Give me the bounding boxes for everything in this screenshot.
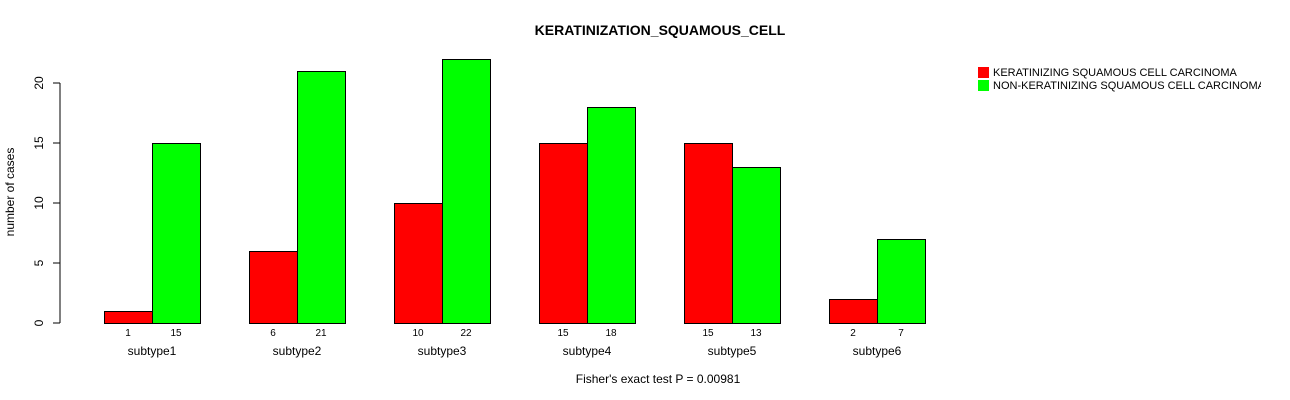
- category-label: subtype1: [128, 344, 177, 358]
- y-tick-label: 5: [32, 259, 46, 266]
- bar-subtype3-series2: [442, 59, 491, 324]
- category-labels: subtype1 subtype2 subtype3 subtype4 subtype5…: [128, 344, 902, 358]
- bar-value-label: 10: [412, 328, 424, 339]
- y-axis: 0 5 10 15 20: [32, 76, 61, 326]
- y-tick-label: 15: [32, 136, 46, 150]
- bar-subtype5-series2: [732, 167, 781, 324]
- bar-value-label: 15: [702, 328, 714, 339]
- category-label: subtype4: [563, 344, 612, 358]
- y-tick-label: 10: [32, 196, 46, 210]
- value-labels: 1 15 6 21 10 22 15 18 15 13 2 7: [125, 328, 904, 339]
- legend-swatch-series2: [978, 80, 989, 91]
- y-tick-label: 20: [32, 76, 46, 90]
- bar-subtype4-series1: [539, 143, 588, 324]
- bar-value-label: 6: [270, 328, 276, 339]
- bar-subtype1-series2: [152, 143, 201, 324]
- chart-title: KERATINIZATION_SQUAMOUS_CELL: [535, 22, 786, 38]
- bar-subtype2-series2: [297, 71, 346, 324]
- bar-value-label: 18: [605, 328, 617, 339]
- legend-swatch-series1: [978, 67, 989, 78]
- bar-value-label: 13: [750, 328, 762, 339]
- bar-subtype6-series1: [829, 299, 878, 324]
- category-label: subtype5: [708, 344, 757, 358]
- y-tick-label: 0: [32, 319, 46, 326]
- bars: [104, 59, 926, 324]
- bar-value-label: 7: [898, 328, 904, 339]
- bar-subtype5-series1: [684, 143, 733, 324]
- bar-value-label: 2: [850, 328, 856, 339]
- bar-value-label: 1: [125, 328, 131, 339]
- bar-subtype6-series2: [877, 239, 926, 324]
- bar-subtype3-series1: [394, 203, 443, 324]
- bar-value-label: 22: [460, 328, 472, 339]
- category-label: subtype3: [418, 344, 467, 358]
- legend: KERATINIZING SQUAMOUS CELL CARCINOMANON-…: [978, 67, 1266, 92]
- y-axis-label: number of cases: [3, 148, 17, 237]
- category-label: subtype6: [853, 344, 902, 358]
- x-axis-label: Fisher's exact test P = 0.00981: [576, 372, 741, 386]
- legend-label-series1: KERATINIZING SQUAMOUS CELL CARCINOMA: [993, 67, 1238, 79]
- category-label: subtype2: [273, 344, 322, 358]
- bar-value-label: 21: [315, 328, 327, 339]
- bar-subtype1-series1: [104, 311, 153, 324]
- bar-value-label: 15: [170, 328, 182, 339]
- legend-label-series2: NON-KERATINIZING SQUAMOUS CELL CARCINOMA: [993, 80, 1266, 92]
- bar-subtype4-series2: [587, 107, 636, 324]
- bar-value-label: 15: [557, 328, 569, 339]
- bar-subtype2-series1: [249, 251, 298, 324]
